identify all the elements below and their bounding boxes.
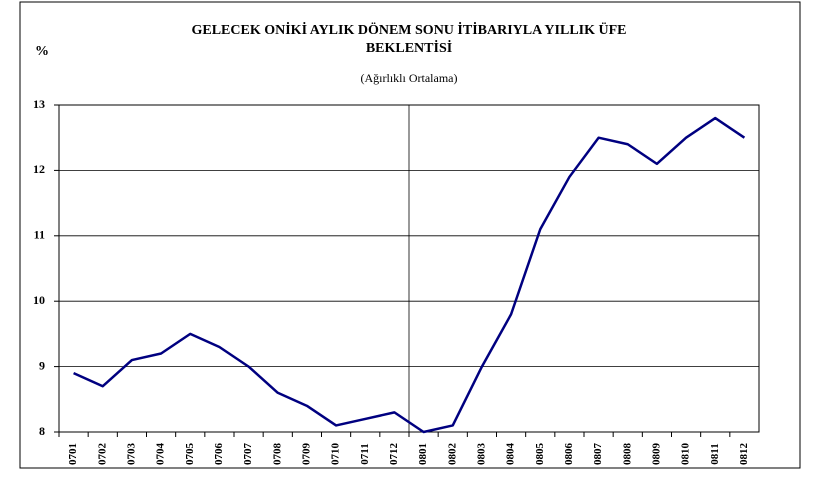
y-tick-label: 11 [34, 228, 45, 242]
chart-subtitle: (Ağırlıklı Ortalama) [361, 71, 458, 85]
series-line [73, 116, 746, 434]
x-tick-label: 0809 [650, 443, 662, 466]
y-tick-label: 10 [33, 293, 45, 307]
x-tick-label: 0708 [271, 443, 283, 466]
x-tick-label: 0707 [242, 443, 254, 466]
x-tick-label: 0802 [446, 443, 458, 466]
x-tick-label: 0702 [96, 443, 108, 466]
y-tick-label: 12 [33, 162, 45, 176]
x-tick-label: 0704 [155, 443, 167, 466]
x-tick-label: 0804 [505, 443, 517, 466]
y-axis-label: % [35, 44, 49, 59]
y-tick-label: 8 [39, 424, 45, 438]
x-tick-label: 0711 [359, 443, 371, 464]
x-tick-label: 0808 [621, 443, 633, 466]
frame [19, 1, 801, 469]
x-tick-label: 0803 [475, 443, 487, 466]
x-tick-label: 0812 [738, 443, 750, 466]
y-tick-label: 13 [33, 97, 45, 111]
chart-title: GELECEK ONİKİ AYLIK DÖNEM SONU İTİBARIYL… [191, 21, 626, 38]
x-tick-label: 0810 [680, 443, 692, 466]
x-tick-label: 0709 [300, 443, 312, 466]
x-tick-label: 0806 [563, 443, 575, 466]
x-tick-label: 0703 [125, 443, 137, 466]
x-tick-label: 0710 [330, 443, 342, 466]
y-tick-label: 9 [39, 358, 45, 372]
chart-title: BEKLENTİSİ [366, 39, 452, 56]
x-tick-label: 0801 [417, 443, 429, 465]
x-tick-label: 0705 [184, 443, 196, 466]
x-tick-label: 0712 [388, 443, 400, 466]
x-tick-label: 0805 [534, 443, 546, 466]
x-tick-label: 0807 [592, 443, 604, 466]
x-tick-label: 0811 [709, 443, 721, 464]
x-tick-label: 0701 [67, 443, 79, 465]
x-tick-label: 0706 [213, 443, 225, 466]
